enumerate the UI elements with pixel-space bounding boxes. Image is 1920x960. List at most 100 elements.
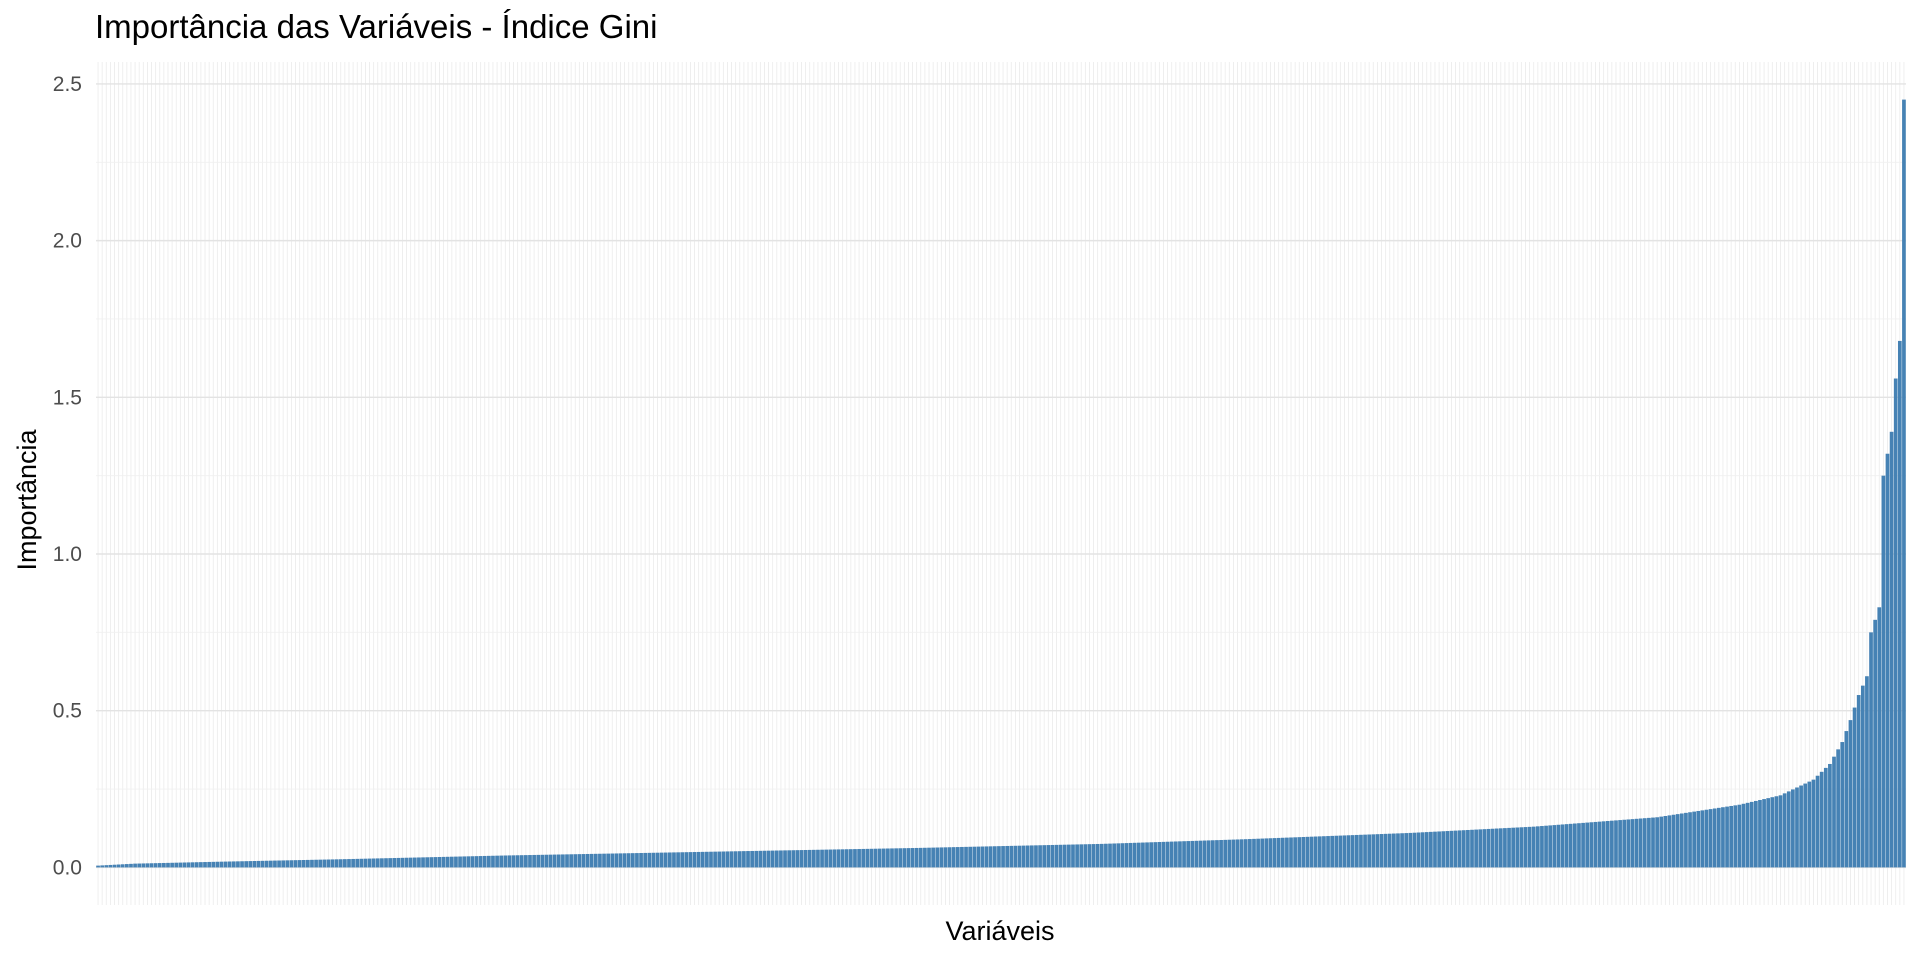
bar <box>1716 807 1721 868</box>
y-tick-label: 2.5 <box>53 73 82 96</box>
bar <box>519 855 524 868</box>
bar <box>556 854 561 868</box>
bar <box>733 851 738 868</box>
grid-lines <box>96 62 1906 905</box>
bar <box>380 858 384 868</box>
bar <box>1671 814 1676 868</box>
bar <box>449 856 454 868</box>
bar <box>524 855 528 868</box>
bar <box>256 860 261 868</box>
bar <box>552 854 557 868</box>
bar <box>1893 378 1898 868</box>
bar <box>1828 763 1832 868</box>
bar <box>1252 838 1256 868</box>
bar <box>754 850 759 868</box>
bar <box>367 858 372 868</box>
bar <box>602 853 606 868</box>
bar <box>297 860 302 868</box>
bar <box>1745 802 1750 868</box>
bar <box>466 856 471 868</box>
bar <box>1272 838 1277 868</box>
bar <box>844 849 849 868</box>
bar <box>1836 749 1840 868</box>
bar <box>125 864 129 868</box>
y-tick-label: 0.5 <box>53 700 82 723</box>
bar <box>1725 806 1729 868</box>
bar <box>1527 826 1532 868</box>
bar <box>692 852 697 868</box>
bar <box>1276 837 1281 868</box>
bar <box>1507 827 1511 868</box>
bar <box>1141 842 1145 868</box>
bar <box>408 857 413 868</box>
bar <box>326 859 331 868</box>
bar <box>1260 838 1265 868</box>
bar <box>700 851 705 868</box>
bar <box>190 862 195 868</box>
bar <box>211 861 216 868</box>
bar <box>108 864 113 868</box>
y-axis-title: Importância <box>12 428 42 570</box>
bar <box>1021 845 1026 868</box>
bar <box>1206 840 1211 868</box>
bar <box>1642 818 1647 868</box>
bar <box>203 862 207 868</box>
bar <box>306 859 310 868</box>
bar <box>236 861 240 868</box>
bar <box>1811 779 1816 868</box>
bar <box>1371 834 1376 868</box>
bar <box>939 847 944 868</box>
bar <box>248 861 253 868</box>
bar <box>1424 832 1429 868</box>
bar <box>347 859 351 868</box>
bar <box>322 859 327 868</box>
bar <box>943 847 948 868</box>
bar <box>779 850 783 868</box>
bar <box>1564 824 1569 868</box>
bar <box>116 864 121 868</box>
bar <box>1774 796 1779 868</box>
bar <box>528 855 532 868</box>
bar <box>717 851 722 868</box>
bar <box>1046 845 1051 868</box>
bar <box>1091 844 1096 868</box>
bar <box>1795 787 1799 868</box>
bar <box>244 861 248 868</box>
bar <box>758 850 763 868</box>
bar <box>1478 829 1483 868</box>
bar <box>363 858 368 868</box>
bar <box>536 854 541 868</box>
bar <box>737 851 742 868</box>
bar <box>1700 810 1705 868</box>
bar <box>614 853 619 868</box>
bar <box>1786 791 1791 868</box>
bar <box>1881 475 1886 868</box>
bar <box>795 850 800 868</box>
bar <box>293 860 298 868</box>
bar <box>589 853 594 868</box>
bar <box>1169 841 1174 868</box>
bar <box>725 851 730 868</box>
bar <box>1655 817 1659 868</box>
bar <box>104 865 109 868</box>
bar <box>890 848 894 868</box>
bar <box>1235 839 1240 868</box>
bar <box>955 847 960 868</box>
bar <box>569 854 573 868</box>
bar <box>1313 836 1318 868</box>
bar <box>240 861 244 868</box>
bar <box>1264 838 1269 868</box>
bar <box>162 862 166 868</box>
bar <box>1429 831 1433 868</box>
bar <box>1289 837 1293 868</box>
bar <box>371 858 376 868</box>
bar <box>565 854 569 868</box>
bar <box>1647 817 1651 868</box>
bar <box>1178 841 1182 868</box>
bar <box>1889 431 1894 868</box>
bar <box>1770 797 1775 868</box>
bar <box>1256 838 1260 868</box>
bar <box>742 851 746 868</box>
bar <box>997 846 1001 868</box>
bar <box>828 849 833 868</box>
